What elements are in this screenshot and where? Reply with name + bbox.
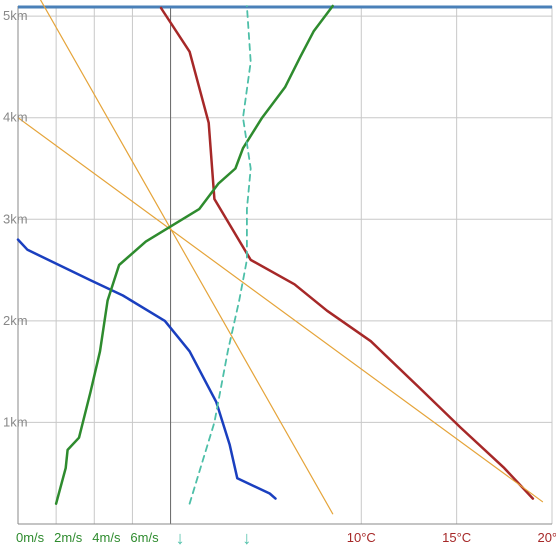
x-speed-label: 6m/s xyxy=(130,530,159,545)
wind-arrow-icon: ↓ xyxy=(242,528,251,548)
x-speed-label: 4m/s xyxy=(92,530,121,545)
y-tick-label: 3km xyxy=(3,211,28,226)
x-speed-label: 0m/s xyxy=(16,530,45,545)
atmospheric-profile-chart: 1km 2km 3km 4km 5km 0m/s 2m/s 4m/s 6m/s 10°C 15°C 2… xyxy=(0,0,556,556)
x-speed-label: 2m/s xyxy=(54,530,83,545)
x-temp-label: 15°C xyxy=(442,530,471,545)
wind-arrow-icon: ↓ xyxy=(176,528,185,548)
y-tick-label: 1km xyxy=(3,414,28,429)
x-temp-label: 10°C xyxy=(347,530,376,545)
y-tick-label: 4km xyxy=(3,110,28,125)
x-temp-label: 20°C xyxy=(537,530,556,545)
y-tick-label: 2km xyxy=(3,313,28,328)
y-tick-label: 5km xyxy=(3,8,28,23)
